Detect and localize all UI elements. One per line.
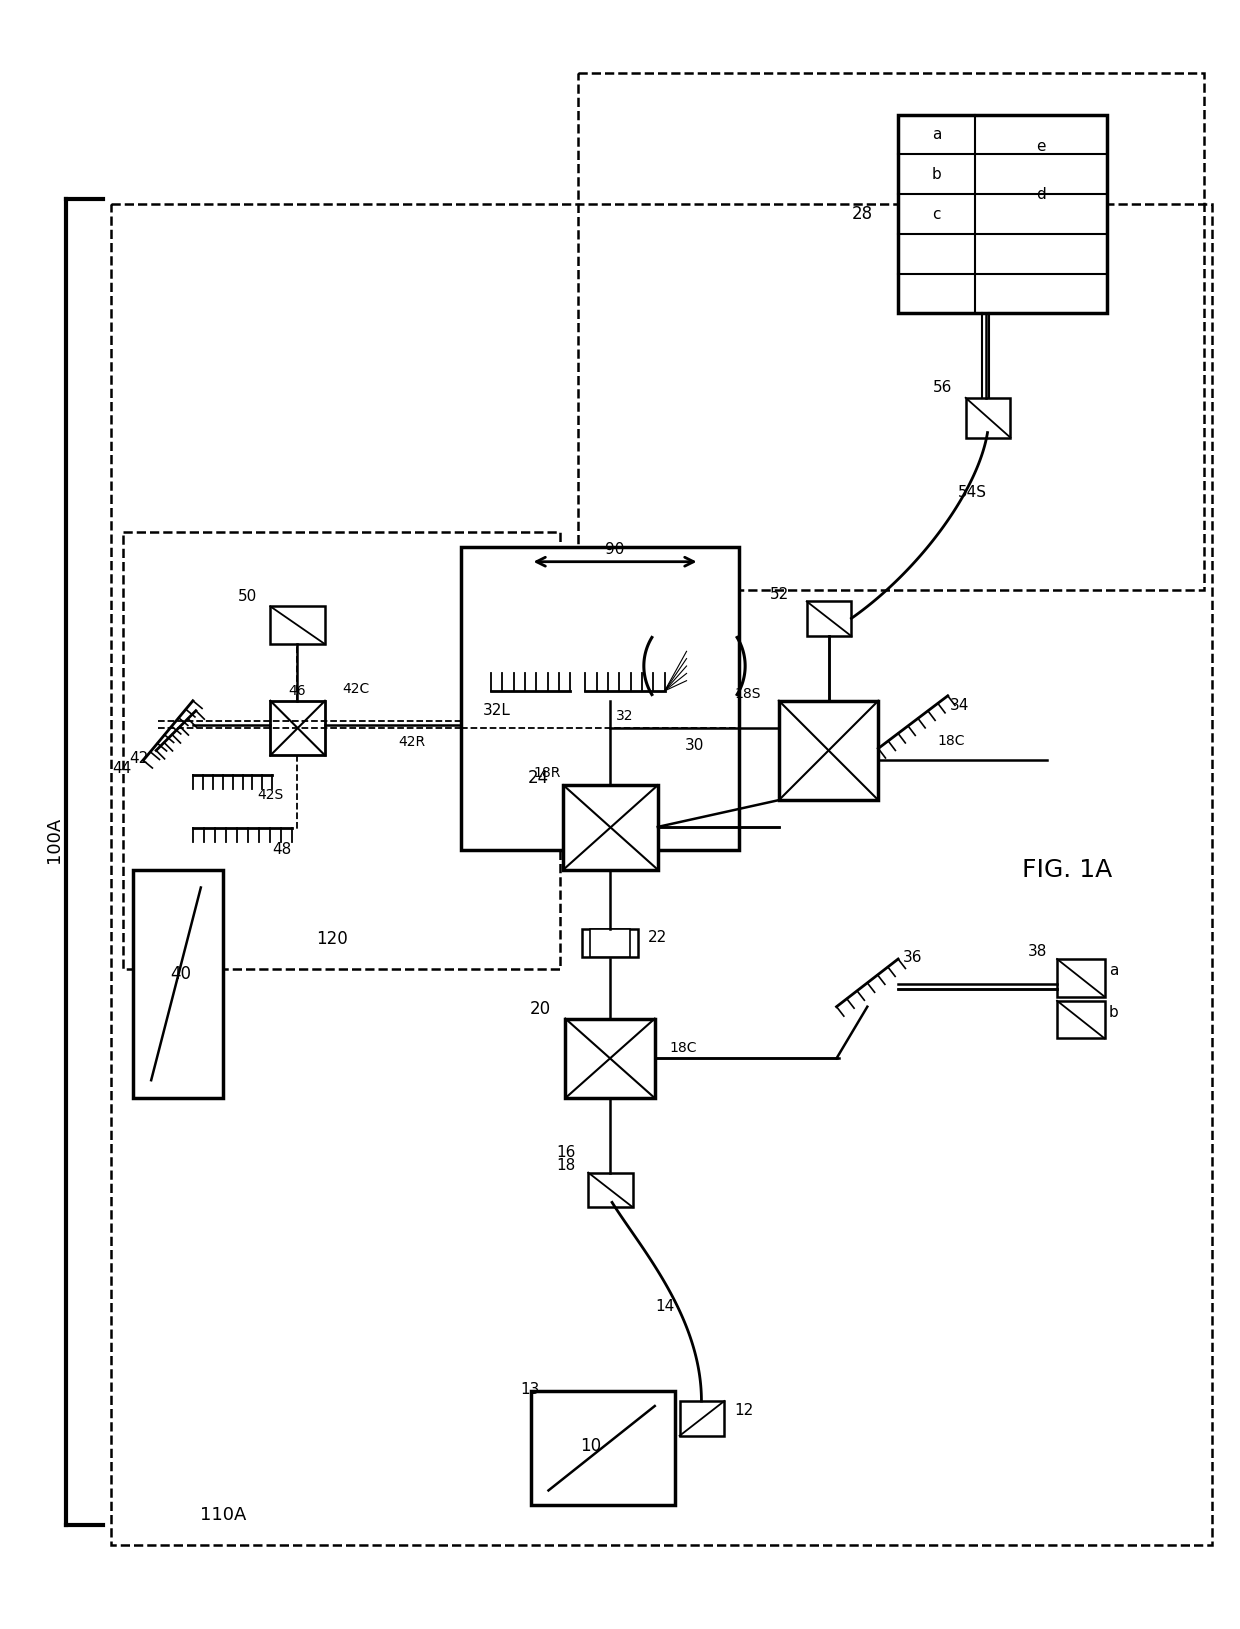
Bar <box>270 700 325 756</box>
Text: 14: 14 <box>655 1300 675 1315</box>
Bar <box>807 601 852 637</box>
Text: 20: 20 <box>529 1000 551 1018</box>
Text: FIG. 1A: FIG. 1A <box>1022 857 1112 881</box>
Bar <box>1056 959 1105 997</box>
Text: 50: 50 <box>238 590 258 604</box>
Text: 42C: 42C <box>342 683 370 696</box>
Bar <box>680 1401 724 1435</box>
Text: a: a <box>932 127 941 142</box>
Bar <box>588 1173 632 1207</box>
Bar <box>1056 1000 1105 1038</box>
Text: 34: 34 <box>950 699 970 714</box>
Text: 28: 28 <box>852 205 873 223</box>
Bar <box>531 1391 675 1505</box>
Text: 24: 24 <box>527 769 548 787</box>
Text: c: c <box>932 207 941 222</box>
Bar <box>590 929 630 956</box>
Text: 16: 16 <box>556 1145 575 1160</box>
Text: 32: 32 <box>616 709 634 723</box>
Bar <box>966 397 1011 438</box>
Text: 120: 120 <box>316 930 348 948</box>
Text: 40: 40 <box>170 964 191 982</box>
Text: 56: 56 <box>934 381 952 396</box>
Text: 90: 90 <box>605 542 625 557</box>
Text: 22: 22 <box>647 930 667 945</box>
Text: e: e <box>1037 138 1045 155</box>
Text: 18R: 18R <box>533 766 560 780</box>
Text: b: b <box>931 166 941 182</box>
Text: 100A: 100A <box>45 816 63 863</box>
Text: 54S: 54S <box>957 485 987 500</box>
Text: 18: 18 <box>556 1158 575 1173</box>
Text: 10: 10 <box>579 1437 600 1455</box>
Bar <box>133 870 223 1098</box>
Bar <box>270 606 325 643</box>
Bar <box>565 1018 655 1098</box>
Text: 48: 48 <box>273 842 291 857</box>
Text: 42R: 42R <box>398 735 425 749</box>
Bar <box>461 547 739 850</box>
Text: 44: 44 <box>112 761 131 775</box>
Bar <box>583 929 637 956</box>
Bar <box>563 785 657 870</box>
Text: a: a <box>1109 963 1118 979</box>
Text: 38: 38 <box>1028 943 1047 958</box>
Text: 42: 42 <box>129 751 149 766</box>
Text: 18C: 18C <box>937 733 966 748</box>
Bar <box>898 114 1107 313</box>
Text: 46: 46 <box>289 684 306 697</box>
Bar <box>779 700 878 800</box>
Bar <box>578 73 1204 590</box>
Text: d: d <box>1037 187 1045 202</box>
Text: 13: 13 <box>521 1381 541 1396</box>
Bar <box>112 204 1211 1544</box>
Text: 52: 52 <box>770 586 789 603</box>
Text: b: b <box>1109 1005 1118 1020</box>
Text: 12: 12 <box>734 1404 754 1419</box>
Text: 18C: 18C <box>670 1041 697 1056</box>
Text: 36: 36 <box>903 950 923 964</box>
Text: 32L: 32L <box>482 704 511 718</box>
Text: 42S: 42S <box>258 788 284 801</box>
Bar <box>123 533 560 969</box>
Text: 18S: 18S <box>734 687 761 700</box>
Text: 110A: 110A <box>200 1507 246 1525</box>
Text: 30: 30 <box>684 738 704 753</box>
